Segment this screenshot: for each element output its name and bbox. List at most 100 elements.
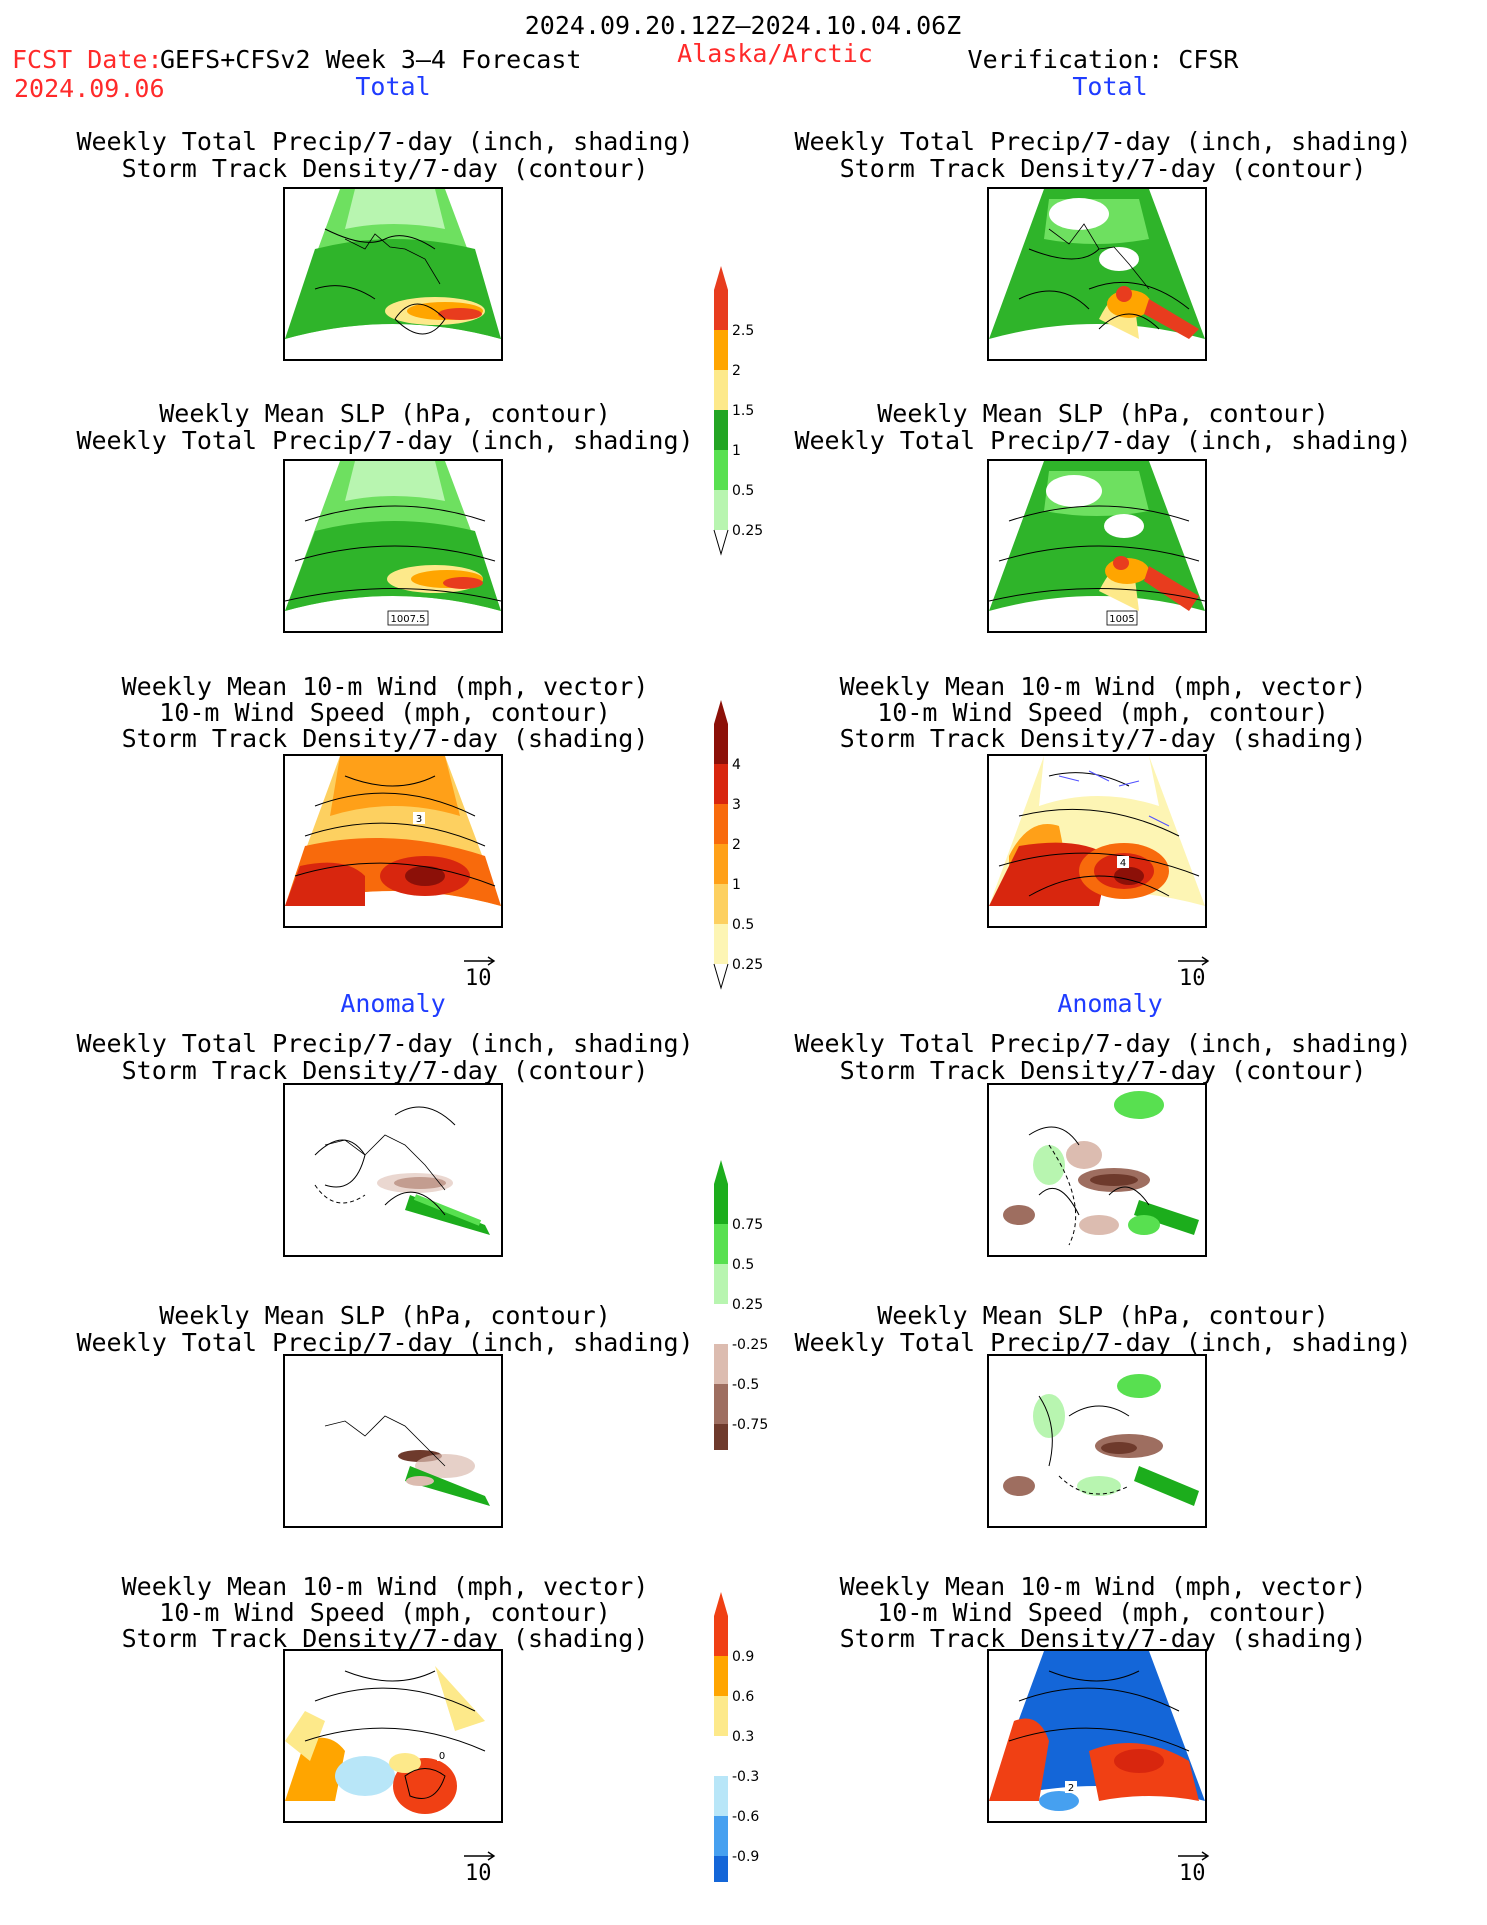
section-total-left: Total: [355, 72, 431, 101]
fcst-date-label: FCST Date:: [12, 45, 163, 74]
title-l5-line1: Weekly Mean SLP (hPa, contour): [159, 1301, 611, 1330]
colorbar-segment: [714, 370, 728, 410]
title-l3-line2: 10-m Wind Speed (mph, contour): [159, 698, 611, 727]
colorbar-segment: [714, 1696, 728, 1736]
colorbar-tick-label: 0.25: [732, 1297, 763, 1313]
colorbar-tick-label: 3: [732, 797, 741, 813]
colorbar-tick-label: 2: [732, 837, 741, 853]
colorbar-tick-label: 0.75: [732, 1217, 763, 1233]
colorbar-segment: [714, 1304, 728, 1344]
fcst-date-value: 2024.09.06: [14, 74, 165, 103]
vector-ref-arrow-icon: [1178, 956, 1210, 966]
colorbar-segment: [714, 410, 728, 450]
title-r3-line3: Storm Track Density/7-day (shading): [839, 724, 1367, 753]
colorbar-segment: [714, 884, 728, 924]
colorbar-segment: [714, 1160, 728, 1224]
title-r1-line1: Weekly Total Precip/7-day (inch, shading…: [794, 127, 1412, 156]
colorbar-tick-label: 0.5: [732, 483, 754, 499]
title-l2-line2: Weekly Total Precip/7-day (inch, shading…: [76, 426, 694, 455]
colorbar-tick-label: -0.75: [732, 1417, 768, 1433]
colorbar-segment: [714, 330, 728, 370]
date-range-title: 2024.09.20.12Z–2024.10.04.06Z: [524, 11, 962, 40]
map-panel-verif-anom-wind: 2: [987, 1649, 1207, 1823]
title-r6-line2: 10-m Wind Speed (mph, contour): [877, 1598, 1329, 1627]
title-l4-line2: Storm Track Density/7-day (contour): [121, 1056, 649, 1085]
region-title: Alaska/Arctic: [677, 39, 873, 68]
vector-ref-arrow-icon: [464, 956, 496, 966]
colorbar-segment: [714, 804, 728, 844]
vector-ref-label: 10: [1179, 1861, 1206, 1886]
wind-anom-label-right: 2: [1068, 1783, 1074, 1794]
map-panel-fcst-total-precip: [283, 187, 503, 361]
section-total-right: Total: [1072, 72, 1148, 101]
colorbar-segment: [714, 1656, 728, 1696]
colorbar-segment: [714, 700, 728, 764]
colorbar-tick-label: -0.9: [732, 1849, 759, 1865]
vector-ref-arrow-icon: [464, 1851, 496, 1861]
colorbar-tick-label: 2: [732, 363, 741, 379]
title-l6-line3: Storm Track Density/7-day (shading): [121, 1624, 649, 1653]
colorbar-tick-label: 0.5: [732, 1257, 754, 1273]
title-l6-line2: 10-m Wind Speed (mph, contour): [159, 1598, 611, 1627]
title-r3-line2: 10-m Wind Speed (mph, contour): [877, 698, 1329, 727]
vector-ref-label: 10: [465, 966, 492, 991]
colorbar-segment: [714, 1424, 728, 1450]
colorbar-anom-storm: 0.9 0.6 0.3 -0.3 -0.6 -0.9: [714, 1592, 759, 1882]
title-l4-line1: Weekly Total Precip/7-day (inch, shading…: [76, 1029, 694, 1058]
colorbar-tick-label: 0.25: [732, 957, 763, 973]
colorbar-tick-label: 2.5: [732, 323, 754, 339]
map-panel-verif-anom-slp: [987, 1354, 1207, 1528]
colorbar-segment: [714, 924, 728, 964]
title-l5-line2: Weekly Total Precip/7-day (inch, shading…: [76, 1328, 694, 1357]
vector-ref-label: 10: [1179, 966, 1206, 991]
title-l1-line1: Weekly Total Precip/7-day (inch, shading…: [76, 127, 694, 156]
colorbar-segment: [714, 1384, 728, 1424]
title-l1-line2: Storm Track Density/7-day (contour): [121, 154, 649, 183]
map-panel-fcst-total-slp: 1007.5: [283, 459, 503, 633]
wind-label-right: 4: [1120, 858, 1126, 869]
colorbar-tick-label: -0.6: [732, 1809, 759, 1825]
colorbar-tail: [713, 529, 729, 556]
colorbar-tick-label: -0.25: [732, 1337, 768, 1353]
vector-ref-label: 10: [465, 1861, 492, 1886]
title-r2-line2: Weekly Total Precip/7-day (inch, shading…: [794, 426, 1412, 455]
title-r6-line1: Weekly Mean 10-m Wind (mph, vector): [839, 1572, 1367, 1601]
map-panel-verif-total-wind: 4: [987, 754, 1207, 928]
colorbar-tick-label: 1.5: [732, 403, 754, 419]
colorbar-tick-label: 0.25: [732, 523, 763, 539]
map-panel-fcst-total-wind: 3: [283, 754, 503, 928]
colorbar-segment: [714, 1224, 728, 1264]
title-l3-line3: Storm Track Density/7-day (shading): [121, 724, 649, 753]
colorbar-tick-label: 0.6: [732, 1689, 754, 1705]
title-r6-line3: Storm Track Density/7-day (shading): [839, 1624, 1367, 1653]
title-r4-line1: Weekly Total Precip/7-day (inch, shading…: [794, 1029, 1412, 1058]
section-anomaly-left: Anomaly: [340, 989, 446, 1018]
colorbar-tick-label: 0.3: [732, 1729, 754, 1745]
title-r3-line1: Weekly Mean 10-m Wind (mph, vector): [839, 672, 1367, 701]
wind-label-left: 3: [416, 814, 422, 825]
colorbar-segment: [714, 1592, 728, 1656]
vector-ref-arrow-icon: [1178, 1851, 1210, 1861]
slp-label-left: 1007.5: [391, 614, 426, 625]
title-r2-line1: Weekly Mean SLP (hPa, contour): [877, 399, 1329, 428]
title-r5-line2: Weekly Total Precip/7-day (inch, shading…: [794, 1328, 1412, 1357]
colorbar-segment: [714, 1344, 728, 1384]
map-panel-fcst-anom-precip: [283, 1083, 503, 1257]
colorbar-segment: [714, 490, 728, 530]
map-panel-verif-total-slp: 1005: [987, 459, 1207, 633]
colorbar-segment: [714, 1856, 728, 1882]
colorbar-tick-label: 1: [732, 443, 741, 459]
colorbar-segment: [714, 1776, 728, 1816]
title-l2-line1: Weekly Mean SLP (hPa, contour): [159, 399, 611, 428]
title-l6-line1: Weekly Mean 10-m Wind (mph, vector): [121, 1572, 649, 1601]
colorbar-tick-label: 1: [732, 877, 741, 893]
map-panel-verif-total-precip: [987, 187, 1207, 361]
map-panel-fcst-anom-slp: [283, 1354, 503, 1528]
colorbar-segment: [714, 1264, 728, 1304]
map-panel-fcst-anom-wind: 0: [283, 1649, 503, 1823]
title-r5-line1: Weekly Mean SLP (hPa, contour): [877, 1301, 1329, 1330]
wind-anom-label-left: 0: [439, 1751, 445, 1762]
colorbar-segment: [714, 1816, 728, 1856]
forecast-product: GEFS+CFSv2 Week 3–4 Forecast: [160, 45, 582, 74]
colorbar-segment: [714, 844, 728, 884]
